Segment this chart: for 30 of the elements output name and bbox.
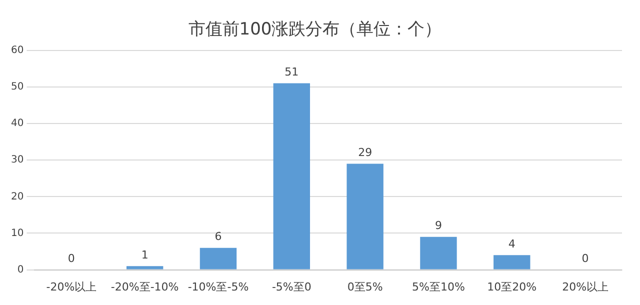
data-label: 29 [358,146,372,160]
x-tick-label: 10至20% [487,280,537,294]
data-label: 9 [434,219,442,232]
x-tick-label: -20%以上 [46,280,97,294]
bar [420,236,457,270]
x-tick-label: 20%以上 [562,280,609,294]
data-label: 6 [214,230,222,244]
data-label: 1 [141,248,148,262]
y-tick-label: 0 [17,264,24,276]
y-tick-label: 50 [10,82,24,93]
bar [126,266,164,270]
x-tick-label: 5%至10% [412,280,465,294]
y-tick-label: 20 [10,191,24,202]
y-tick-label: 40 [10,118,24,130]
x-tick-label: -5%至0 [272,280,312,294]
chart-title: 市值前100涨跌分布（单位：个） [188,20,442,40]
data-label: 4 [508,238,516,251]
bar [494,255,530,270]
y-tick-label: 10 [10,228,24,239]
bar [346,164,384,270]
data-label: 51 [284,66,299,79]
x-tick-label: -10%至-5% [188,280,249,294]
x-tick-label: -20%至-10% [110,280,179,294]
data-label: 0 [68,252,75,266]
y-tick-label: 30 [10,154,24,166]
bar [200,248,237,270]
x-tick-label: 0至5% [347,280,383,294]
bar [273,83,310,270]
y-tick-label: 60 [10,44,24,56]
data-label: 0 [582,252,589,266]
